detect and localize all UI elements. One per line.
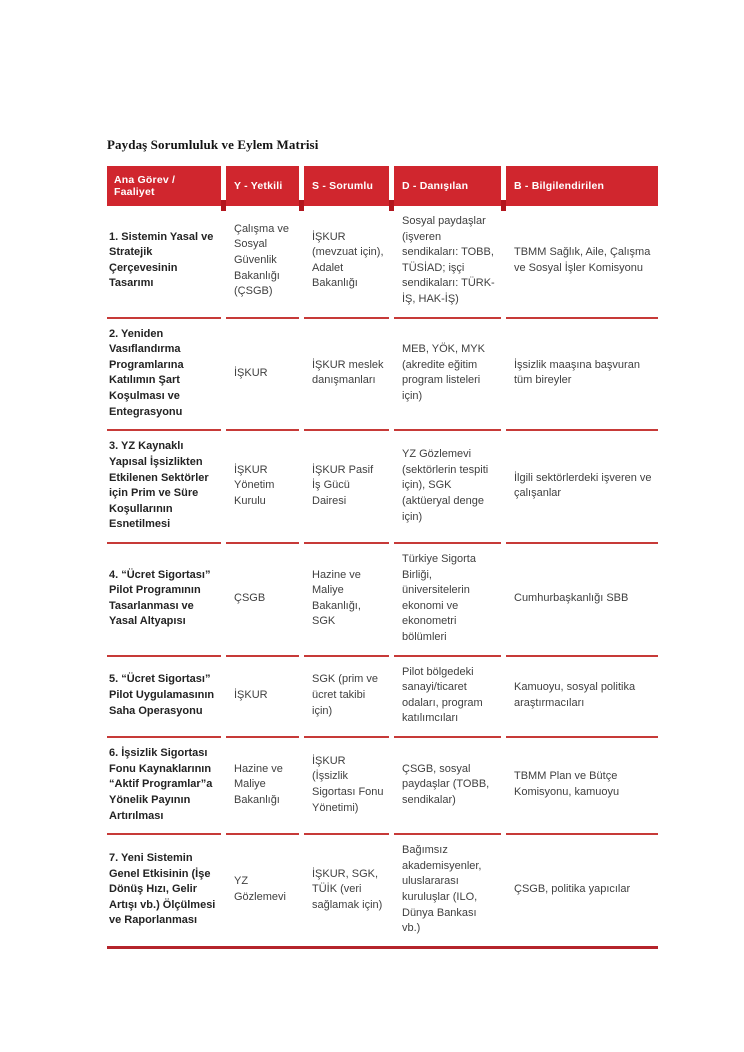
table-body: 1. Sistemin Yasal ve Stratejik Çerçevesi… — [107, 206, 658, 946]
sorumlu-cell: İŞKUR (İşsizlik Sigortası Fonu Yönetimi) — [304, 738, 389, 836]
danisilan-cell: YZ Gözlemevi (sektörlerin tespiti için),… — [394, 431, 501, 544]
table-header-row: Ana Görev / Faaliyet Y - Yetkili S - Sor… — [107, 166, 658, 211]
column-header-bilgilendirilen: B - Bilgilendirilen — [501, 166, 658, 211]
table-row-2: 2. Yeniden Vasıflandırma Programlarına K… — [107, 319, 658, 432]
danisilan-cell: Bağımsız akademisyenler, uluslararası ku… — [402, 844, 482, 935]
yetkili-cell: İŞKUR Yönetim Kurulu — [226, 431, 299, 544]
danisilan-cell: MEB, YÖK, MYK (akredite eğitim program l… — [394, 319, 501, 432]
sorumlu-cell: İŞKUR Pasif İş Gücü Dairesi — [304, 431, 389, 544]
table-header: Ana Görev / Faaliyet Y - Yetkili S - Sor… — [107, 166, 658, 211]
responsibility-matrix-table: Ana Görev / Faaliyet Y - Yetkili S - Sor… — [102, 166, 663, 946]
document-content: Paydaş Sorumluluk ve Eylem Matrisi Ana G… — [107, 137, 658, 949]
table-row-1: 1. Sistemin Yasal ve Stratejik Çerçevesi… — [107, 206, 658, 319]
column-header-ana-gorev-faaliyet: Ana Görev / Faaliyet — [107, 166, 221, 206]
yetkili-cell: Çalışma ve Sosyal Güvenlik Bakanlığı (ÇS… — [226, 206, 299, 319]
table-row-4: 4. “Ücret Sigortası” Pilot Programının T… — [107, 544, 658, 657]
yetkili-cell: ÇSGB — [226, 544, 299, 657]
bilgilendirilen-cell: İlgili sektörlerdeki işveren ve çalışanl… — [506, 431, 658, 544]
sorumlu-cell: İŞKUR meslek danışmanları — [304, 319, 389, 432]
danisilan-cell: Türkiye Sigorta Birliği, üniversitelerin… — [394, 544, 501, 657]
sorumlu-cell: Hazine ve Maliye Bakanlığı, SGK — [304, 544, 389, 657]
column-header-yetkili: Y - Yetkili — [221, 166, 299, 211]
yetkili-cell: YZ Gözlemevi — [234, 875, 286, 903]
bilgilendirilen-cell: İşsizlik maaşına başvuran tüm bireyler — [506, 319, 658, 432]
table-bottom-rule — [107, 945, 658, 949]
task-cell: 1. Sistemin Yasal ve Stratejik Çerçevesi… — [107, 206, 221, 319]
bilgilendirilen-cell: Kamuoyu, sosyal politika araştırmacıları — [506, 657, 658, 739]
bilgilendirilen-cell: TBMM Sağlık, Aile, Çalışma ve Sosyal İşl… — [506, 206, 658, 319]
table-row-6: 6. İşsizlik Sigortası Fonu Kaynaklarının… — [107, 738, 658, 836]
bilgilendirilen-cell: TBMM Plan ve Bütçe Komisyonu, kamuoyu — [506, 738, 658, 836]
bilgilendirilen-cell: ÇSGB, politika yapıcılar — [514, 883, 631, 896]
sorumlu-cell: SGK (prim ve ücret takibi için) — [304, 657, 389, 739]
danisilan-cell: Pilot bölgedeki sanayi/ticaret odaları, … — [394, 657, 501, 739]
yetkili-cell: Hazine ve Maliye Bakanlığı — [226, 738, 299, 836]
column-header-danisilan: D - Danışılan — [389, 166, 501, 211]
column-header-sorumlu: S - Sorumlu — [299, 166, 389, 211]
danisilan-cell: ÇSGB, sosyal paydaşlar (TOBB, sendikalar… — [394, 738, 501, 836]
sorumlu-cell: İŞKUR, SGK, TÜİK (veri sağlamak için) — [312, 867, 383, 911]
task-cell: 5. “Ücret Sigortası” Pilot Uygulamasının… — [107, 657, 221, 739]
task-cell: 4. “Ücret Sigortası” Pilot Programının T… — [107, 544, 221, 657]
danisilan-cell: Sosyal paydaşlar (işveren sendikaları: T… — [394, 206, 501, 319]
task-cell: 7. Yeni Sistemin Genel Etkisinin (İşe Dö… — [109, 851, 216, 927]
task-cell: 6. İşsizlik Sigortası Fonu Kaynaklarının… — [107, 738, 221, 836]
table-row-7: 7. Yeni Sistemin Genel Etkisinin (İşe Dö… — [107, 835, 658, 946]
page-title: Paydaş Sorumluluk ve Eylem Matrisi — [107, 137, 319, 152]
table-row-5: 5. “Ücret Sigortası” Pilot Uygulamasının… — [107, 657, 658, 739]
task-cell: 2. Yeniden Vasıflandırma Programlarına K… — [107, 319, 221, 432]
task-cell: 3. YZ Kaynaklı Yapısal İşsizlikten Etkil… — [107, 431, 221, 544]
yetkili-cell: İŞKUR — [226, 319, 299, 432]
yetkili-cell: İŞKUR — [226, 657, 299, 739]
table-row-3: 3. YZ Kaynaklı Yapısal İşsizlikten Etkil… — [107, 431, 658, 544]
sorumlu-cell: İŞKUR (mevzuat için), Adalet Bakanlığı — [304, 206, 389, 319]
bilgilendirilen-cell: Cumhurbaşkanlığı SBB — [506, 544, 658, 657]
